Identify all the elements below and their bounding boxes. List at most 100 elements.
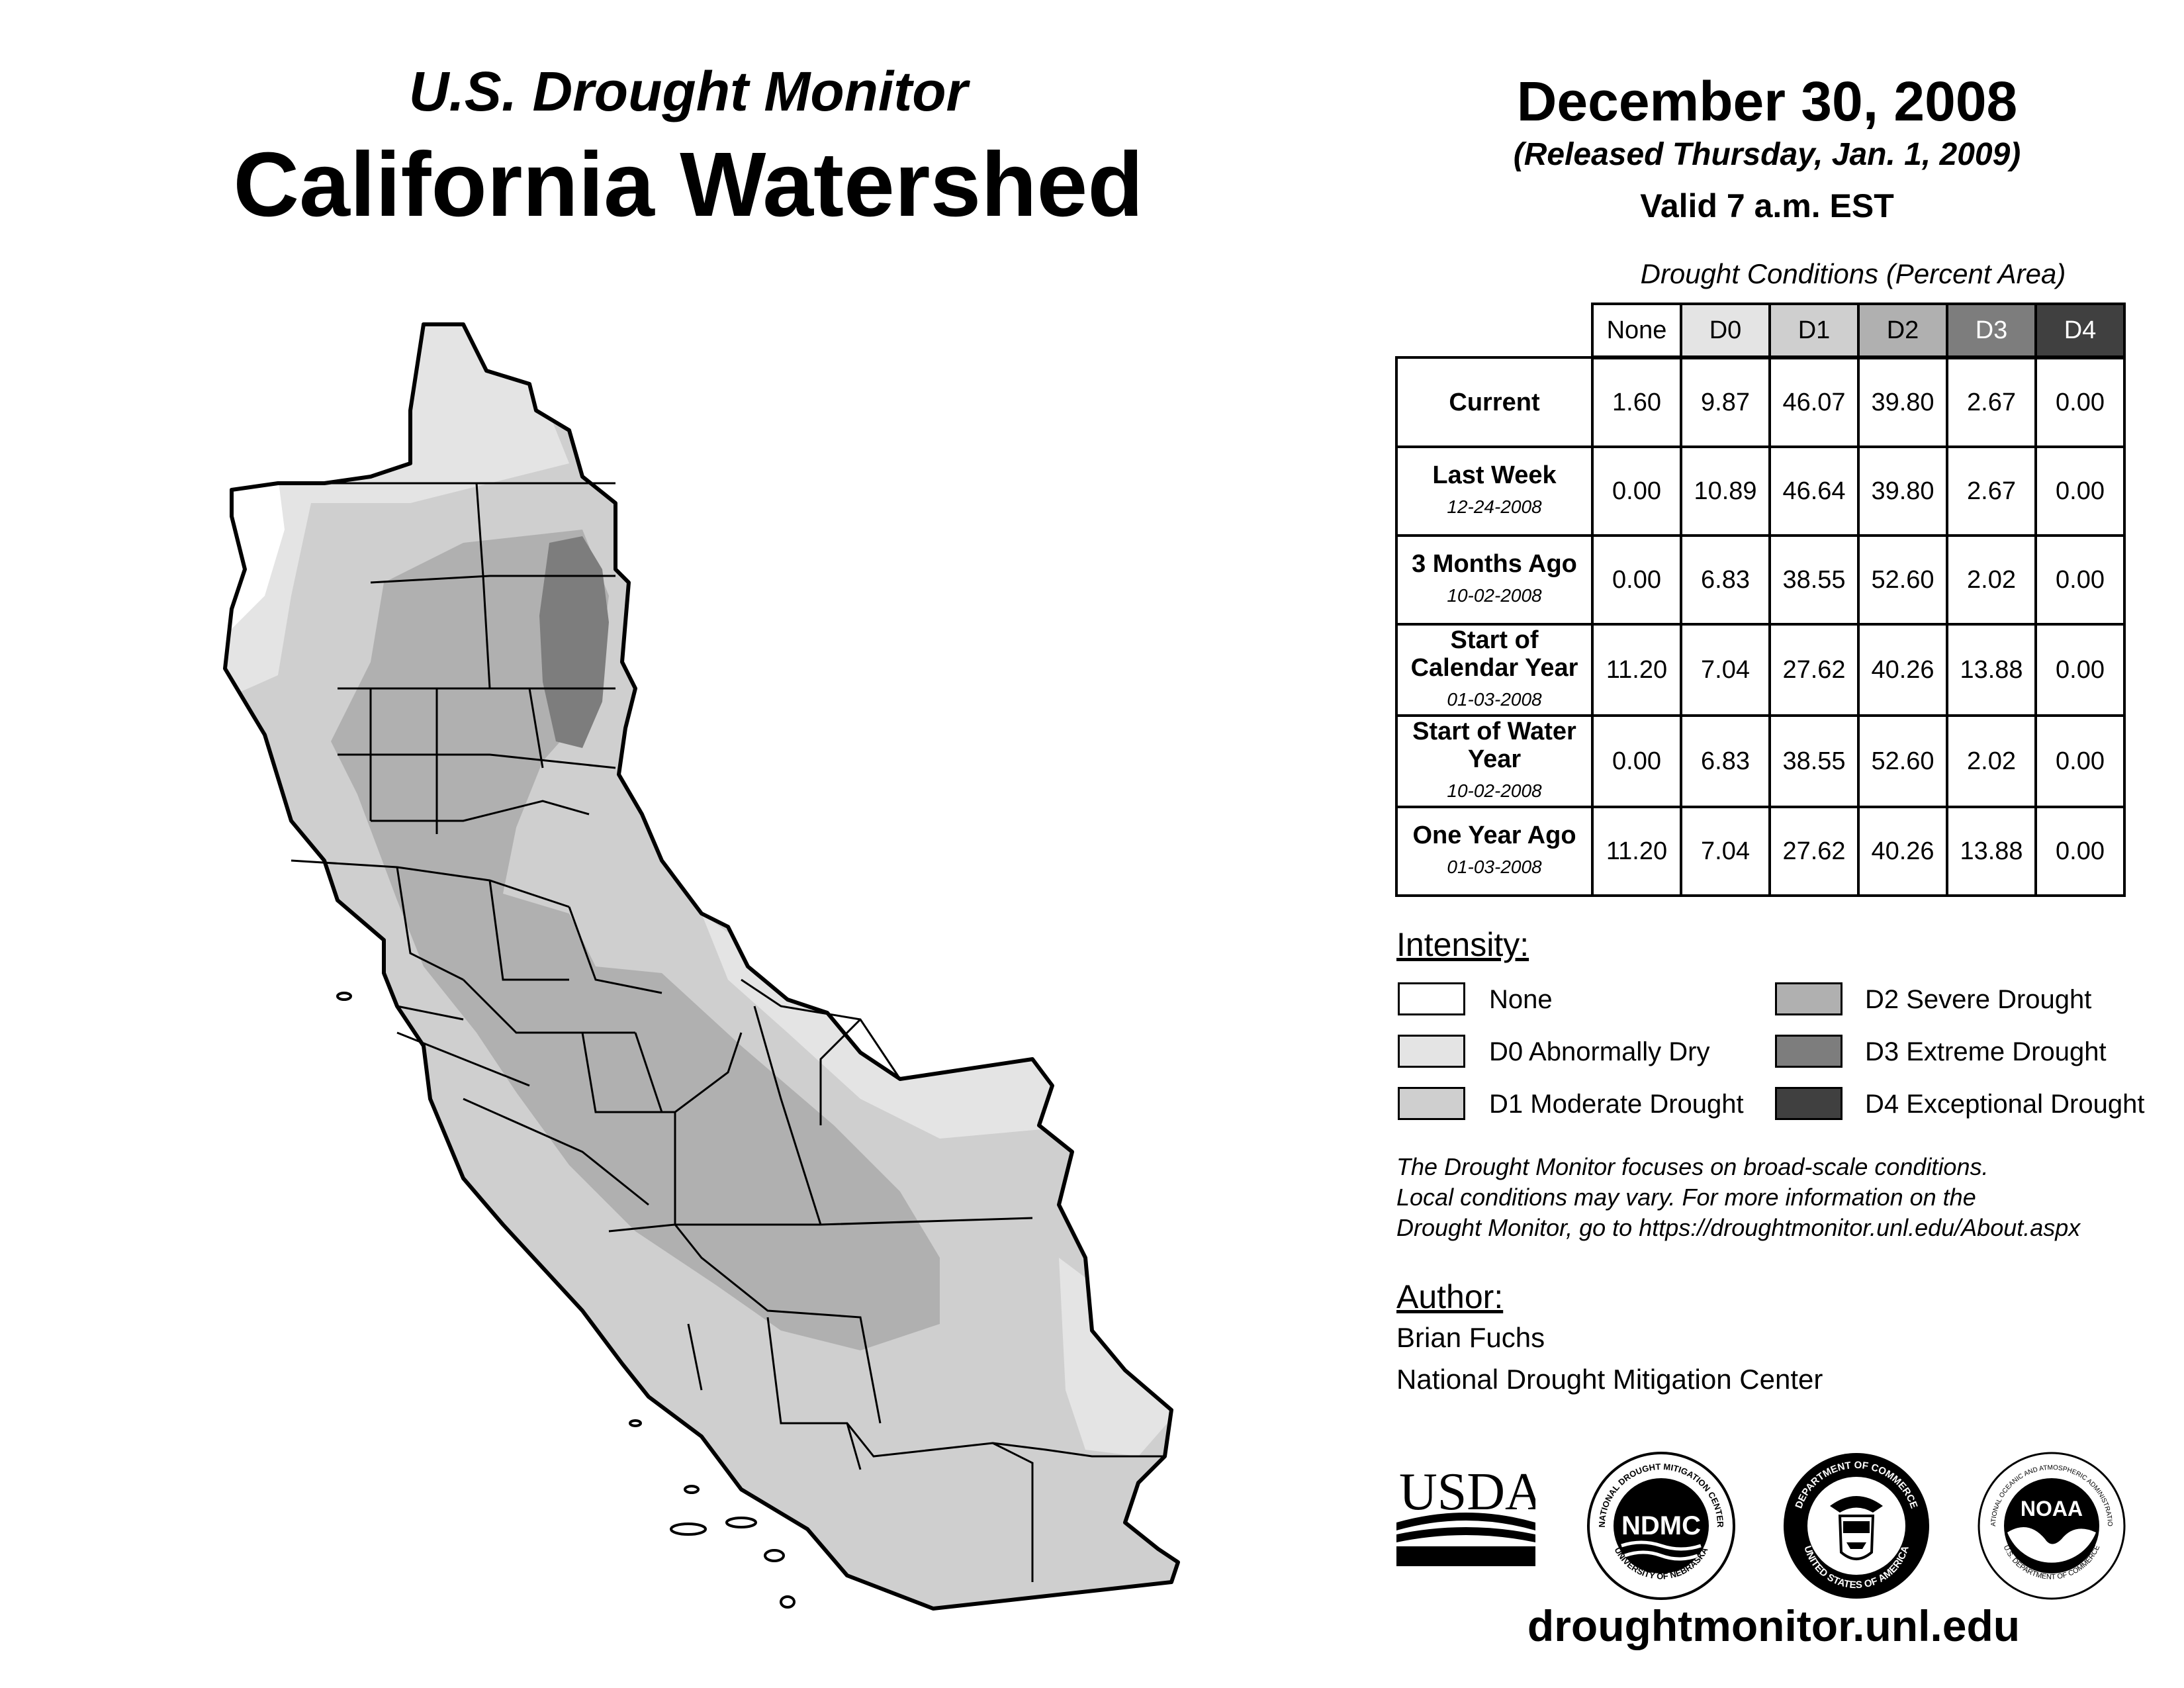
table-cell: 2.02 xyxy=(1946,534,2037,626)
table-cell: 0.00 xyxy=(1591,445,1682,537)
legend-swatch-d3 xyxy=(1775,1035,1843,1068)
d3-area-northeast xyxy=(539,536,609,748)
row-label: Current xyxy=(1395,356,1594,448)
sub-basin-boundaries xyxy=(285,482,1165,1582)
legend-heading: Intensity: xyxy=(1396,926,1529,963)
table-cell: 1.60 xyxy=(1591,356,1682,448)
table-cell: 13.88 xyxy=(1946,623,2037,717)
noaa-logo: NATIONAL OCEANIC AND ATMOSPHERIC ADMINIS… xyxy=(1976,1450,2126,1600)
legend-label-d1: D1 Moderate Drought xyxy=(1489,1090,1744,1119)
state-outline xyxy=(223,322,1180,1611)
legend-label-d0: D0 Abnormally Dry xyxy=(1489,1037,1710,1066)
col-d0: D0 xyxy=(1680,303,1771,359)
table-cell: 38.55 xyxy=(1768,534,1860,626)
table-cell: 2.02 xyxy=(1946,714,2037,808)
author-heading: Author: xyxy=(1396,1278,1504,1315)
table-cell: 38.55 xyxy=(1768,714,1860,808)
table-cell: 6.83 xyxy=(1680,714,1771,808)
col-d3: D3 xyxy=(1946,303,2037,359)
map-title: California Watershed xyxy=(233,134,1144,236)
col-none: None xyxy=(1591,303,1682,359)
legend-swatch-none xyxy=(1398,982,1465,1015)
row-label-text: One Year Ago xyxy=(1412,821,1576,849)
table-row: Current 1.60 9.87 46.07 39.80 2.67 0.00 xyxy=(1395,356,2126,448)
map-date: December 30, 2008 xyxy=(1516,70,2018,132)
table-caption: Drought Conditions (Percent Area) xyxy=(1640,258,2066,289)
row-label-date: 01-03-2008 xyxy=(1447,689,1542,710)
table-cell: 0.00 xyxy=(2034,714,2126,808)
channel-islands xyxy=(336,992,796,1609)
row-label: 3 Months Ago 10-02-2008 xyxy=(1395,534,1594,626)
map-subtitle: U.S. Drought Monitor xyxy=(408,60,968,122)
table-cell: 11.20 xyxy=(1591,806,1682,897)
disclaimer-note: The Drought Monitor focuses on broad-sca… xyxy=(1396,1152,2158,1243)
table-row: Last Week 12-24-2008 0.00 10.89 46.64 39.80 2.… xyxy=(1395,445,2126,537)
table-cell: 52.60 xyxy=(1857,534,1948,626)
footer-url[interactable]: droughtmonitor.unl.edu xyxy=(1527,1601,2021,1650)
legend-swatch-d1 xyxy=(1398,1087,1465,1120)
noaa-logo-text: NOAA xyxy=(2021,1497,2083,1521)
release-date: (Released Thursday, Jan. 1, 2009) xyxy=(1513,137,2021,172)
table-cell: 7.04 xyxy=(1680,806,1771,897)
department-of-commerce-seal: DEPARTMENT OF COMMERCE UNITED STATES OF … xyxy=(1784,1453,1929,1599)
row-label-text: 3 Months Ago xyxy=(1412,550,1577,578)
table-cell: 7.04 xyxy=(1680,623,1771,717)
col-d4: D4 xyxy=(2034,303,2126,359)
col-d1: D1 xyxy=(1768,303,1860,359)
table-header-row: None D0 D1 D2 D3 D4 xyxy=(1396,303,2126,359)
row-label-text: Current xyxy=(1449,388,1540,416)
table-cell: 46.07 xyxy=(1768,356,1860,448)
table-cell: 40.26 xyxy=(1857,623,1948,717)
table-cell: 0.00 xyxy=(2034,534,2126,626)
drought-conditions-table: None D0 D1 D2 D3 D4 Current 1.60 9.87 46.07… xyxy=(1395,303,2126,897)
table-cell: 2.67 xyxy=(1946,445,2037,537)
ndmc-logo-text: NDMC xyxy=(1621,1511,1701,1540)
table-cell: 13.88 xyxy=(1946,806,2037,897)
row-label-date: 12-24-2008 xyxy=(1447,496,1542,517)
col-d2: D2 xyxy=(1857,303,1948,359)
table-row: Start of Calendar Year 01-03-2008 11.20 7.0… xyxy=(1395,623,2126,717)
table-cell: 27.62 xyxy=(1768,623,1860,717)
row-label-date: 10-02-2008 xyxy=(1447,585,1542,606)
table-cell: 27.62 xyxy=(1768,806,1860,897)
table-cell: 40.26 xyxy=(1857,806,1948,897)
legend-label-d2: D2 Severe Drought xyxy=(1865,985,2092,1014)
note-line-2: Local conditions may vary. For more info… xyxy=(1396,1184,1976,1211)
author-org: National Drought Mitigation Center xyxy=(1396,1364,1823,1395)
table-cell: 0.00 xyxy=(2034,623,2126,717)
table-cell: 9.87 xyxy=(1680,356,1771,448)
legend-label-d3: D3 Extreme Drought xyxy=(1865,1037,2107,1066)
table-cell: 0.00 xyxy=(1591,714,1682,808)
table-cell: 0.00 xyxy=(2034,356,2126,448)
legend-label-none: None xyxy=(1489,985,1553,1014)
row-label-date: 01-03-2008 xyxy=(1447,857,1542,877)
row-label: Start of Water Year 10-02-2008 xyxy=(1395,714,1594,808)
california-watershed-map xyxy=(223,322,1180,1611)
legend-label-d4: D4 Exceptional Drought xyxy=(1865,1090,2145,1119)
table-cell: 0.00 xyxy=(2034,806,2126,897)
table-cell: 11.20 xyxy=(1591,623,1682,717)
table-row: Start of Water Year 10-02-2008 0.00 6.83 38.… xyxy=(1395,714,2126,808)
row-label: Last Week 12-24-2008 xyxy=(1395,445,1594,537)
table-cell: 2.67 xyxy=(1946,356,2037,448)
legend-swatch-d0 xyxy=(1398,1035,1465,1068)
header-blank-cell xyxy=(1396,304,1592,357)
table-cell: 10.89 xyxy=(1680,445,1771,537)
note-line-1: The Drought Monitor focuses on broad-sca… xyxy=(1396,1153,1989,1180)
state-base-fill xyxy=(225,324,1178,1609)
table-cell: 39.80 xyxy=(1857,445,1948,537)
d0-area-north xyxy=(225,324,569,702)
table-row: One Year Ago 01-03-2008 11.20 7.04 27.62 40.2… xyxy=(1395,806,2126,897)
row-label-date: 10-02-2008 xyxy=(1447,780,1542,801)
table-cell: 39.80 xyxy=(1857,356,1948,448)
table-row: 3 Months Ago 10-02-2008 0.00 6.83 38.55 52.60… xyxy=(1395,534,2126,626)
row-label: Start of Calendar Year 01-03-2008 xyxy=(1395,623,1594,717)
d2-area-central xyxy=(331,530,940,1350)
valid-time: Valid 7 a.m. EST xyxy=(1640,187,1894,224)
row-label-text: Start of Water Year xyxy=(1412,718,1576,773)
row-label-text: Start of Calendar Year xyxy=(1410,626,1578,682)
table-cell: 52.60 xyxy=(1857,714,1948,808)
row-label-text: Last Week xyxy=(1432,461,1557,489)
legend-swatch-d4 xyxy=(1775,1087,1843,1120)
table-cell: 0.00 xyxy=(1591,534,1682,626)
